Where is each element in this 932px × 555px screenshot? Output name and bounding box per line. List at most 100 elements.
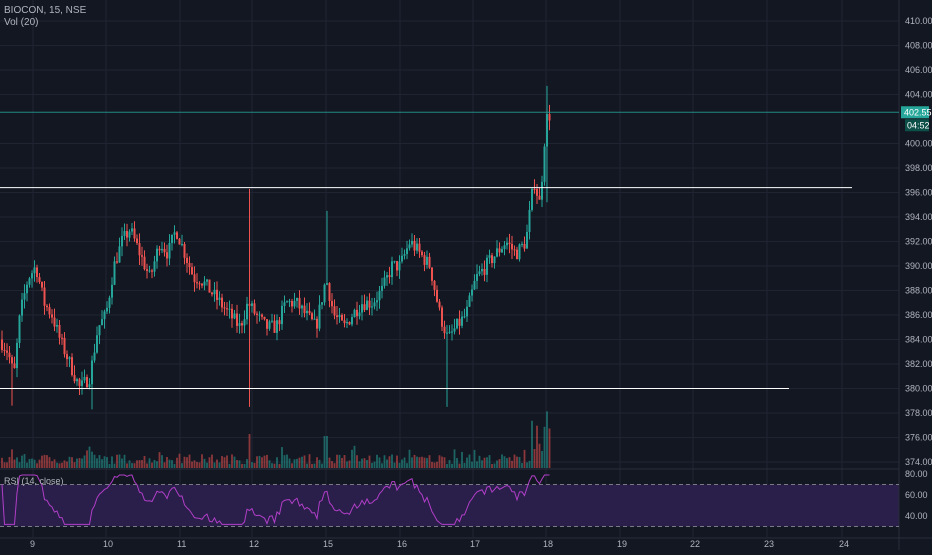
volume-bar	[521, 463, 523, 468]
time-tick-label: 19	[617, 539, 627, 549]
volume-bar	[188, 454, 191, 468]
volume-bar	[1, 457, 3, 468]
volume-bar	[461, 451, 463, 468]
volume-bar	[361, 458, 363, 468]
candle-body	[41, 281, 43, 288]
volume-bar	[533, 448, 536, 468]
volume-bar	[338, 454, 341, 468]
candle-body	[458, 318, 461, 326]
candle-body	[403, 254, 406, 256]
volume-bar	[293, 459, 296, 468]
candle-body	[1, 339, 3, 350]
candle-body	[526, 232, 528, 249]
candle-body	[306, 310, 308, 314]
candle-body	[428, 256, 431, 268]
volume-bar	[508, 457, 511, 468]
candle-body	[391, 261, 393, 278]
candle-body	[418, 243, 421, 252]
price-tick-label: 386.00	[905, 310, 932, 320]
volume-bar	[348, 460, 351, 468]
volume-bar	[343, 455, 346, 468]
volume-bar	[306, 463, 308, 468]
candle-body	[208, 279, 211, 293]
volume-bar	[38, 459, 41, 468]
volume-bar	[161, 455, 163, 468]
candle-body	[188, 262, 191, 268]
volume-bar	[323, 436, 326, 468]
volume-bar	[503, 456, 506, 468]
volume-bar	[308, 454, 311, 468]
candle-body	[158, 248, 161, 251]
candle-body	[331, 301, 333, 307]
volume-bar	[456, 458, 458, 468]
volume-bar	[191, 461, 193, 468]
candle-body	[261, 314, 263, 317]
candle-body	[36, 267, 38, 278]
volume-bar	[406, 463, 408, 468]
volume-bar	[121, 458, 123, 468]
volume-bar	[133, 463, 136, 468]
volume-bar	[213, 462, 216, 468]
candle-body	[291, 301, 293, 307]
candle-body	[501, 249, 503, 253]
candle-body	[253, 303, 256, 314]
time-tick-label: 22	[690, 539, 700, 549]
volume-bar	[483, 457, 486, 468]
candle-body	[373, 302, 376, 307]
candle-body	[446, 332, 448, 334]
candle-body	[146, 269, 148, 271]
volume-bar	[471, 461, 473, 468]
volume-bar	[436, 461, 438, 468]
candle-body	[83, 376, 86, 381]
volume-bar	[303, 455, 306, 468]
volume-bar	[196, 461, 198, 468]
candle-body	[21, 299, 23, 316]
candle-body	[336, 315, 338, 318]
volume-bar	[546, 411, 548, 468]
volume-bar	[143, 455, 146, 468]
candle-body	[438, 301, 441, 308]
volume-bar	[321, 463, 323, 468]
candle-body	[496, 248, 498, 257]
price-tick-label: 400.00	[905, 139, 932, 149]
volume-bar	[388, 456, 391, 468]
volume-bar	[391, 454, 393, 468]
volume-bar	[31, 458, 33, 468]
candle-body	[136, 238, 138, 244]
candle-body	[88, 384, 91, 388]
volume-bar	[491, 463, 493, 468]
candle-body	[473, 280, 476, 290]
candle-body	[431, 267, 433, 281]
candle-body	[138, 243, 141, 256]
volume-bar	[516, 456, 518, 468]
candle-body	[243, 319, 246, 326]
candle-body	[498, 248, 501, 253]
candle-body	[108, 297, 111, 308]
candle-body	[223, 307, 226, 309]
volume-bar	[373, 461, 376, 468]
volume-bar	[233, 456, 236, 468]
volume-bar	[383, 455, 386, 468]
candle-body	[371, 306, 373, 308]
volume-bar	[376, 454, 378, 468]
volume-bar	[26, 462, 28, 468]
volume-bar	[408, 449, 411, 468]
price-tick-label: 382.00	[905, 359, 932, 369]
candle-body	[61, 337, 63, 339]
price-tick-label: 410.00	[905, 16, 932, 26]
candle-body	[433, 280, 436, 290]
candle-body	[313, 318, 316, 320]
candle-body	[156, 248, 158, 262]
volume-bar	[228, 463, 231, 468]
volume-bar	[221, 456, 223, 468]
candle-body	[531, 188, 533, 210]
volume-bar	[351, 449, 353, 468]
candle-body	[308, 310, 311, 314]
volume-bar	[438, 455, 441, 468]
rsi-label: RSI (14, close)	[4, 476, 64, 486]
candle-body	[166, 252, 168, 259]
volume-bar	[181, 463, 183, 468]
